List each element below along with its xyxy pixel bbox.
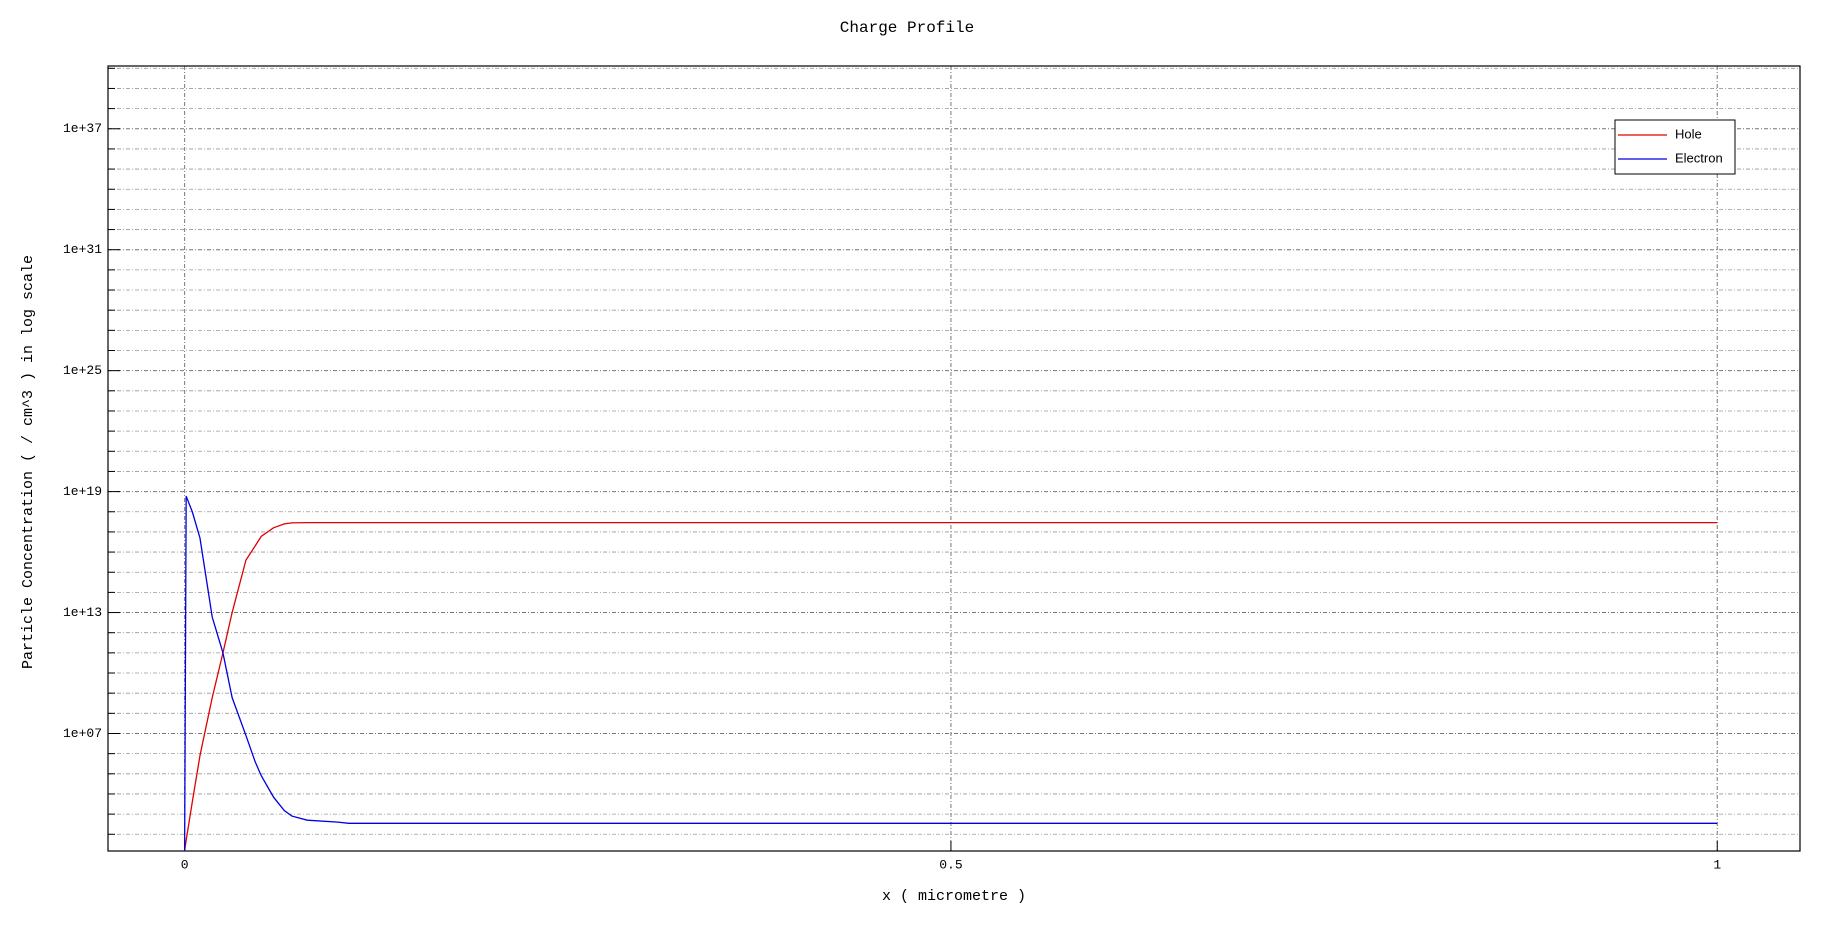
series-line	[183, 495, 1718, 851]
x-tick-label: 1	[1713, 857, 1721, 872]
y-tick-label: 1e+37	[63, 121, 102, 136]
x-tick-label: 0.5	[939, 857, 962, 872]
x-axis-label: x ( micrometre )	[882, 888, 1026, 905]
y-axis-label: Particle Concentration ( / cm^3 ) in log…	[20, 255, 37, 669]
y-tick-label: 1e+07	[63, 726, 102, 741]
plot-frame	[107, 65, 1801, 852]
chart-title: Charge Profile	[840, 19, 974, 37]
y-tick-label: 1e+19	[63, 484, 102, 499]
legend-box	[1614, 119, 1736, 175]
y-tick-label: 1e+13	[63, 605, 102, 620]
series-line	[183, 521, 1718, 851]
legend-label: Hole	[1675, 126, 1702, 141]
x-tick-label: 0	[181, 857, 189, 872]
y-tick-label: 1e+25	[63, 363, 102, 378]
y-tick-label: 1e+31	[63, 242, 102, 257]
legend-label: Electron	[1675, 150, 1723, 165]
